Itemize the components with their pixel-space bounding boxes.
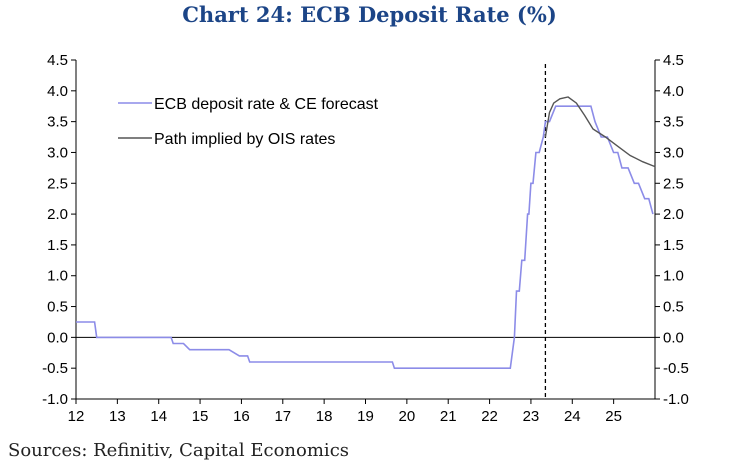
legend-label: ECB deposit rate & CE forecast xyxy=(154,96,379,113)
y-tick-label-left: 3.5 xyxy=(47,114,68,131)
y-tick-label-left: 1.5 xyxy=(47,237,68,254)
y-tick-label-left: 4.0 xyxy=(47,83,68,100)
y-tick-label-left: 3.0 xyxy=(47,144,68,161)
x-tick-label: 12 xyxy=(68,408,85,425)
x-tick-label: 21 xyxy=(440,408,457,425)
x-tick-label: 19 xyxy=(357,408,374,425)
y-tick-label-left: -1.0 xyxy=(42,391,68,408)
x-tick-label: 23 xyxy=(523,408,540,425)
x-tick-label: 18 xyxy=(316,408,333,425)
y-tick-label-left: 2.0 xyxy=(47,206,68,223)
y-tick-label-right: 0.5 xyxy=(663,299,684,316)
source-note: Sources: Refinitiv, Capital Economics xyxy=(8,440,350,461)
legend-label: Path implied by OIS rates xyxy=(154,131,335,148)
x-tick-label: 13 xyxy=(109,408,126,425)
y-tick-label-right: 1.5 xyxy=(663,237,684,254)
y-tick-label-right: 0.0 xyxy=(663,329,684,346)
x-tick-label: 15 xyxy=(192,408,209,425)
y-tick-label-left: 4.5 xyxy=(47,52,68,69)
y-tick-label-right: 2.0 xyxy=(663,206,684,223)
y-tick-label-left: 0.0 xyxy=(47,329,68,346)
y-tick-label-left: 0.5 xyxy=(47,299,68,316)
y-tick-label-right: 1.0 xyxy=(663,268,684,285)
y-tick-label-right: -0.5 xyxy=(663,360,689,377)
x-tick-label: 17 xyxy=(274,408,291,425)
x-tick-label: 20 xyxy=(399,408,416,425)
x-tick-label: 22 xyxy=(481,408,498,425)
y-tick-label-right: 2.5 xyxy=(663,175,684,192)
series-line-ecb-deposit-rate xyxy=(76,105,654,370)
y-tick-label-right: -1.0 xyxy=(663,391,689,408)
y-tick-label-right: 4.0 xyxy=(663,83,684,100)
y-tick-label-right: 3.0 xyxy=(663,144,684,161)
y-tick-label-left: 2.5 xyxy=(47,175,68,192)
y-tick-label-left: 1.0 xyxy=(47,268,68,285)
y-tick-label-left: -0.5 xyxy=(42,360,68,377)
series-line-ois-path xyxy=(544,96,656,168)
x-tick-label: 24 xyxy=(564,408,581,425)
y-tick-label-right: 3.5 xyxy=(663,114,684,131)
x-tick-label: 25 xyxy=(605,408,622,425)
x-tick-label: 14 xyxy=(150,408,167,425)
y-tick-label-right: 4.5 xyxy=(663,52,684,69)
x-tick-label: 16 xyxy=(233,408,250,425)
chart-title: Chart 24: ECB Deposit Rate (%) xyxy=(182,2,557,27)
